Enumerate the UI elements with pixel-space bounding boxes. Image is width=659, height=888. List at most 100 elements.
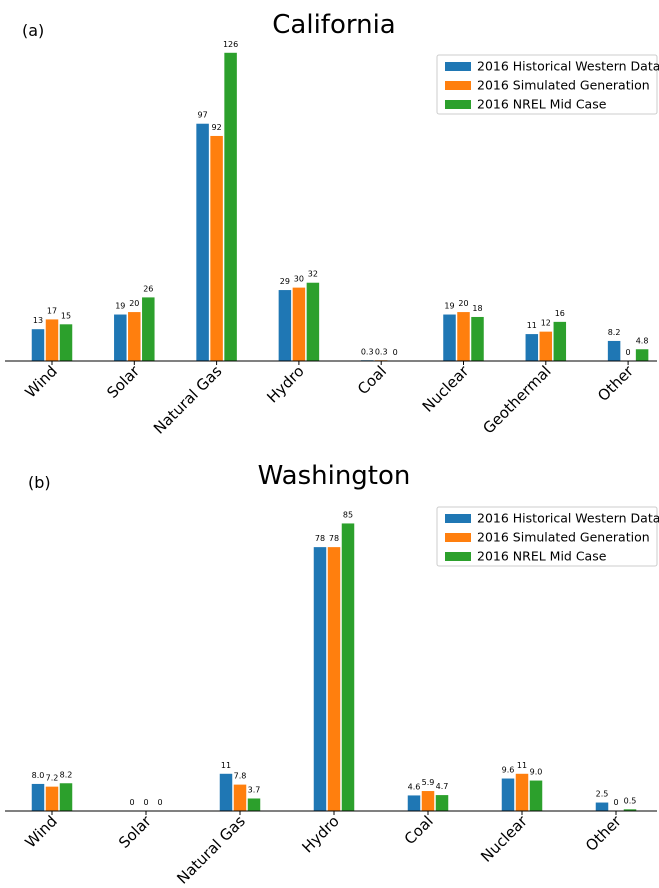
category-group-geothermal: 11 12 16 Geothermal bbox=[479, 309, 567, 437]
data-label: 0 bbox=[129, 798, 134, 807]
bar bbox=[435, 795, 449, 811]
x-tick-label: Nuclear bbox=[477, 812, 531, 866]
bar bbox=[45, 786, 59, 811]
data-label: 32 bbox=[308, 270, 318, 279]
bar bbox=[443, 314, 456, 361]
data-label: 4.8 bbox=[636, 336, 649, 345]
data-label: 97 bbox=[198, 111, 208, 120]
data-label: 16 bbox=[555, 309, 565, 318]
bar bbox=[635, 349, 649, 361]
category-group-wind: 13 17 15 Wind bbox=[21, 306, 73, 401]
x-tick-label: Geothermal bbox=[479, 362, 554, 437]
legend-item: 2016 Historical Western Data bbox=[445, 59, 659, 74]
data-label: 11 bbox=[221, 761, 231, 770]
data-label: 26 bbox=[143, 284, 153, 293]
data-label: 4.6 bbox=[408, 782, 421, 791]
x-tick-label: Hydro bbox=[298, 812, 342, 856]
bar bbox=[196, 123, 209, 361]
data-label: 19 bbox=[115, 302, 125, 311]
data-label: 9.6 bbox=[502, 766, 515, 775]
bar bbox=[142, 297, 155, 361]
legend-swatch bbox=[445, 533, 471, 542]
chart-title: Washington bbox=[258, 461, 411, 491]
data-label: 0 bbox=[626, 348, 631, 357]
data-label: 2.5 bbox=[596, 790, 609, 799]
bar bbox=[128, 312, 141, 361]
data-label: 0.5 bbox=[624, 796, 637, 805]
legend-label: 2016 Simulated Generation bbox=[477, 78, 650, 93]
bar bbox=[114, 314, 127, 361]
bar bbox=[407, 795, 421, 811]
data-label: 78 bbox=[315, 534, 325, 543]
legend-label: 2016 NREL Mid Case bbox=[477, 97, 607, 112]
x-tick-label: Solar bbox=[103, 362, 143, 402]
legend-swatch bbox=[445, 552, 471, 561]
data-label: 19 bbox=[444, 302, 454, 311]
bar bbox=[341, 523, 355, 811]
legend-label: 2016 Simulated Generation bbox=[477, 530, 650, 545]
bar bbox=[471, 316, 484, 361]
panel-label: (a) bbox=[22, 21, 44, 40]
bar bbox=[31, 783, 45, 811]
data-label: 8.0 bbox=[32, 771, 45, 780]
bar bbox=[327, 547, 341, 811]
x-tick-label: Natural Gas bbox=[173, 812, 249, 888]
data-label: 0 bbox=[143, 798, 148, 807]
data-label: 5.9 bbox=[422, 778, 435, 787]
data-label: 4.7 bbox=[436, 782, 449, 791]
bar bbox=[219, 773, 233, 811]
data-label: 92 bbox=[212, 123, 222, 132]
chart-title: California bbox=[272, 10, 395, 40]
data-label: 20 bbox=[129, 299, 139, 308]
bar bbox=[278, 290, 292, 361]
category-group-hydro: 29 30 32 Hydro bbox=[263, 270, 320, 406]
legend-swatch bbox=[445, 81, 471, 90]
data-label: 11 bbox=[517, 761, 527, 770]
bar bbox=[515, 773, 529, 811]
data-label: 13 bbox=[33, 316, 43, 325]
category-group-other: 2.5 0 0.5 Other bbox=[582, 790, 636, 855]
x-tick-label: Hydro bbox=[263, 362, 307, 406]
data-label: 29 bbox=[280, 277, 290, 286]
legend-swatch bbox=[445, 100, 471, 109]
bar bbox=[623, 809, 637, 811]
category-group-other: 8.2 0 4.8 Other bbox=[594, 328, 648, 405]
x-tick-label: Natural Gas bbox=[150, 362, 226, 438]
bar bbox=[224, 52, 237, 362]
data-label: 17 bbox=[47, 306, 57, 315]
data-label: 0.3 bbox=[361, 347, 374, 356]
x-tick-label: Nuclear bbox=[419, 362, 473, 416]
bar bbox=[421, 791, 435, 811]
legend-item: 2016 Simulated Generation bbox=[445, 530, 650, 545]
bar bbox=[59, 783, 73, 811]
category-group-natural-gas: 97 92 126 Natural Gas bbox=[150, 40, 238, 438]
bar bbox=[59, 324, 73, 361]
chart-panel-a: (a) California 13 17 15 Wind 19 20 26 Solar 97 92 12… bbox=[5, 10, 659, 438]
legend-label: 2016 Historical Western Data bbox=[477, 59, 659, 74]
legend-item: 2016 Historical Western Data bbox=[445, 511, 659, 526]
bar bbox=[313, 547, 327, 811]
data-label: 0.3 bbox=[375, 347, 388, 356]
legend-item: 2016 NREL Mid Case bbox=[445, 549, 607, 564]
data-label: 0 bbox=[613, 798, 618, 807]
category-group-nuclear: 19 20 18 Nuclear bbox=[419, 299, 484, 416]
x-tick-label: Other bbox=[582, 812, 625, 855]
data-label: 12 bbox=[541, 319, 551, 328]
bar bbox=[501, 778, 515, 811]
legend-item: 2016 Simulated Generation bbox=[445, 78, 650, 93]
data-label: 18 bbox=[472, 304, 482, 313]
legend: 2016 Historical Western Data 2016 Simulat… bbox=[436, 54, 659, 115]
bar bbox=[595, 802, 609, 811]
x-tick-label: Coal bbox=[401, 812, 437, 848]
category-group-hydro: 78 78 85 Hydro bbox=[298, 510, 355, 856]
data-label: 126 bbox=[223, 40, 238, 49]
bar bbox=[31, 329, 45, 361]
bar bbox=[529, 780, 543, 811]
bar bbox=[233, 784, 247, 811]
bar bbox=[539, 331, 553, 361]
category-group-solar: 19 20 26 Solar bbox=[103, 284, 155, 402]
